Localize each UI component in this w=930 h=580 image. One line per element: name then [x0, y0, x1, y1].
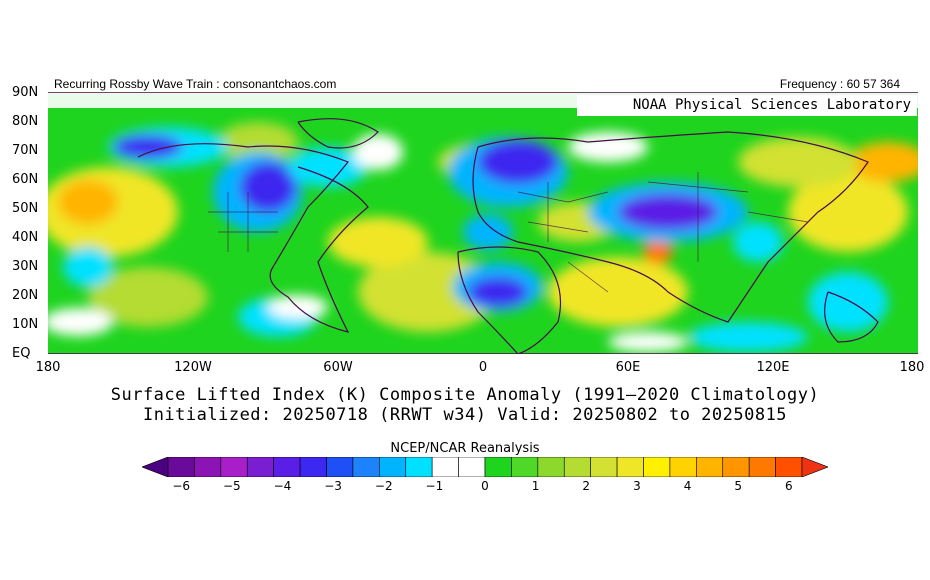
- colorbar-cell: [194, 457, 222, 477]
- colorbar-tick-label: 6: [784, 479, 793, 493]
- lat-label: 20N: [12, 288, 39, 303]
- colorbar-cell: [511, 457, 539, 477]
- header-source: Recurring Rossby Wave Train : consonantc…: [54, 77, 337, 91]
- colorbar-label: NCEP/NCAR Reanalysis: [390, 441, 540, 456]
- anomaly-field: [38, 122, 928, 352]
- colorbar-tick-label: −3: [324, 479, 342, 493]
- noaa-label: NOAA Physical Sciences Laboratory: [577, 95, 917, 116]
- colorbar-tick-label: 2: [582, 479, 591, 493]
- colorbar-cell: [643, 457, 671, 477]
- lat-label: 10N: [12, 317, 39, 332]
- colorbar-tick-label: −4: [273, 479, 292, 493]
- colorbar-cell: [299, 457, 327, 477]
- colorbar-tick-label: −5: [222, 479, 241, 493]
- colorbar-min-arrow: [142, 457, 169, 477]
- borders: [208, 172, 809, 293]
- colorbar-cell: [563, 457, 591, 477]
- colorbar-tick-label: −6: [172, 479, 191, 493]
- colorbar-cell: [484, 457, 512, 477]
- lat-label: 30N: [12, 259, 39, 274]
- header-frequency: Frequency : 60 57 364: [779, 77, 900, 91]
- map-title: Surface Lifted Index (K) Composite Anoma…: [110, 385, 820, 405]
- colorbar-cell: [246, 457, 274, 477]
- colorbar-max-arrow: [801, 457, 828, 477]
- colorbar-tick-label: 4: [683, 479, 692, 493]
- lat-label: 70N: [12, 143, 39, 158]
- lat-label: 80N: [12, 114, 39, 129]
- colorbar-cell: [167, 457, 195, 477]
- lon-label: 60E: [615, 360, 641, 375]
- lat-label: 40N: [12, 230, 39, 245]
- colorbar-cell: [696, 457, 724, 477]
- colorbar-tick-label: 3: [633, 479, 641, 493]
- colorbar-cell: [326, 457, 354, 477]
- lat-label: 90N: [12, 85, 39, 100]
- lat-label: 50N: [12, 201, 39, 216]
- colorbar-tick-label: 0: [481, 479, 489, 493]
- colorbar-tick-label: 1: [531, 479, 540, 493]
- colorbar-tick-label: −1: [425, 479, 444, 493]
- colorbar-cell: [616, 457, 644, 477]
- colorbar-cell: [405, 457, 433, 477]
- lon-label: 0: [478, 360, 488, 375]
- colorbar-cell: [352, 457, 380, 477]
- lon-label: 180: [35, 360, 61, 375]
- lon-label: 120W: [174, 360, 212, 375]
- colorbar-cell: [722, 457, 750, 477]
- lat-label: EQ: [12, 346, 31, 361]
- colorbar-cell: [431, 457, 459, 477]
- lon-label: 180: [899, 360, 925, 375]
- lon-label: 60W: [323, 360, 353, 375]
- colorbar-cell: [273, 457, 301, 477]
- lat-label: 60N: [12, 172, 39, 187]
- colorbar-cell: [775, 457, 803, 477]
- colorbar-cell: [220, 457, 248, 477]
- colorbar-cell: [537, 457, 565, 477]
- anomaly-map: [38, 91, 928, 355]
- colorbar-cell: [669, 457, 697, 477]
- map-subtitle: Initialized: 20250718 (RRWT w34) Valid: …: [142, 405, 788, 425]
- colorbar-tick-label: −2: [374, 479, 393, 493]
- colorbar-cell: [748, 457, 776, 477]
- colorbar: [142, 457, 828, 477]
- coastlines: [137, 118, 879, 355]
- lon-label: 120E: [756, 360, 790, 375]
- map-svg: [38, 91, 928, 355]
- colorbar-tick-label: 5: [734, 479, 742, 493]
- colorbar-cell: [458, 457, 486, 477]
- colorbar-cell: [379, 457, 407, 477]
- colorbar-cell: [590, 457, 618, 477]
